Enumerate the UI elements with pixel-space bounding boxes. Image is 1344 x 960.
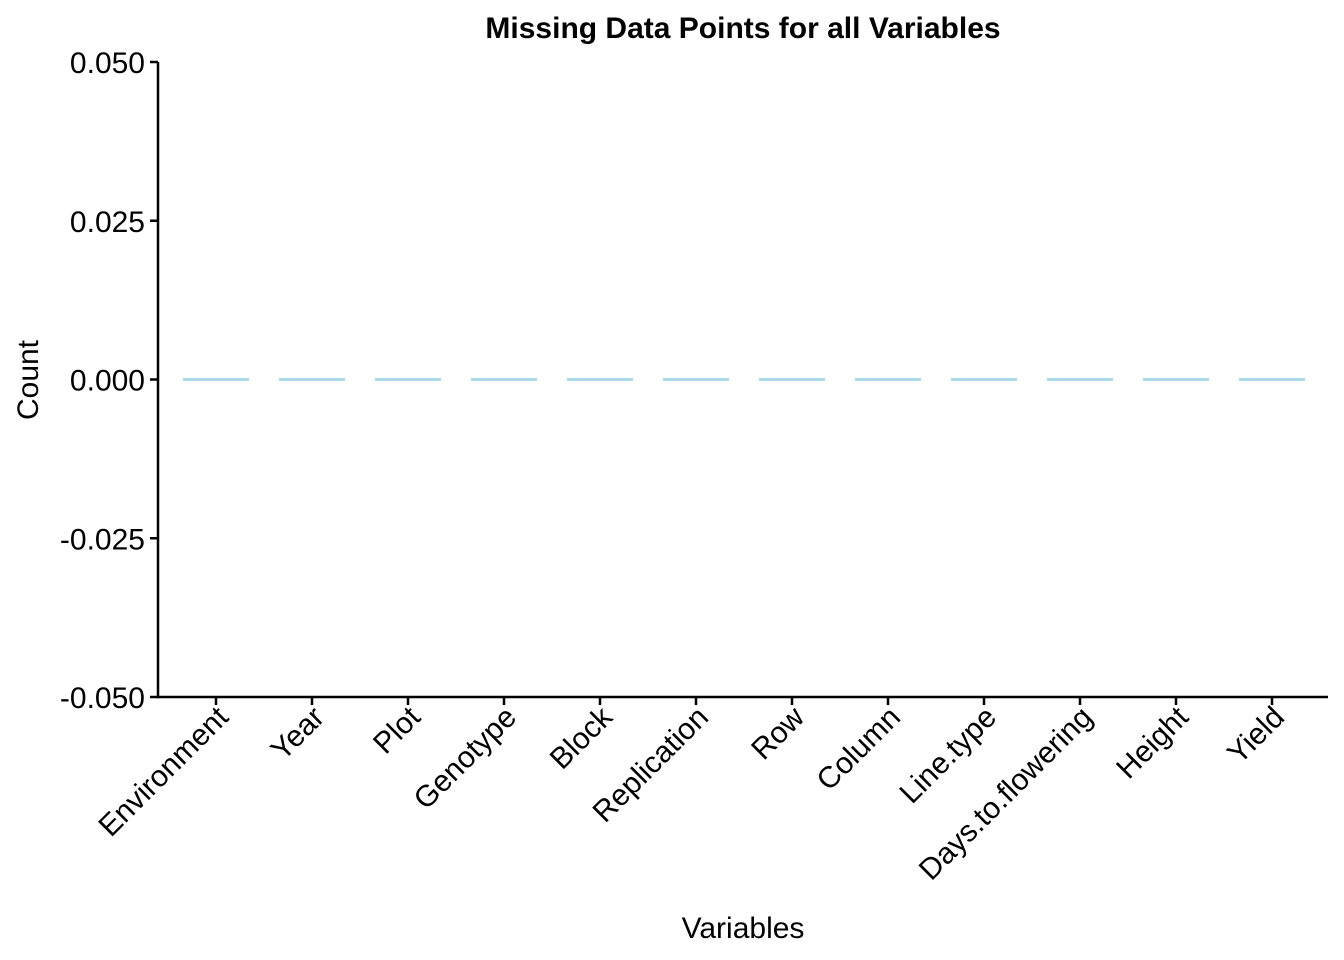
x-tick-label: Year [265,701,331,767]
x-tick-label: Height [1110,700,1195,785]
y-tick-label: -0.025 [60,523,145,556]
y-tick-label: 0.050 [70,47,145,80]
y-tick-label: 0.000 [70,365,145,398]
x-tick-label: Column [811,701,907,797]
x-tick-label: Environment [93,700,236,843]
x-tick-label: Yield [1221,701,1291,771]
y-axis-title: Count [12,339,45,420]
x-tick-label: Days.to.flowering [913,701,1099,887]
x-tick-label: Block [544,700,620,776]
y-tick-label: -0.050 [60,682,145,715]
x-axis-title: Variables [682,912,805,945]
x-tick-label: Plot [367,700,427,760]
chart-title: Missing Data Points for all Variables [485,12,1000,45]
y-tick-label: 0.025 [70,206,145,239]
x-tick-label: Row [745,700,811,766]
x-tick-label: Genotype [408,701,523,816]
